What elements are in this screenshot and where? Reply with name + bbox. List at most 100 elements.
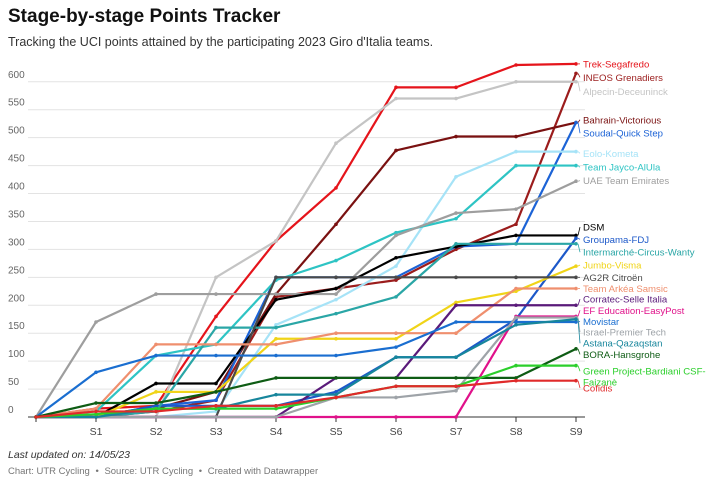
data-point (274, 353, 278, 358)
data-point (214, 275, 218, 280)
data-point (514, 79, 518, 84)
data-point (574, 378, 578, 383)
data-point (574, 275, 578, 280)
series-label: Groupama-FDJ (583, 235, 649, 246)
data-point (274, 239, 278, 243)
x-tick-label: S1 (90, 426, 103, 438)
footer-chart-credit: Chart: UTR Cycling (8, 466, 90, 477)
chart-subtitle: Tracking the UCI points attained by the … (8, 35, 434, 49)
series-line (34, 164, 578, 419)
data-point (514, 323, 518, 327)
data-point (394, 264, 398, 268)
label-connector (577, 264, 581, 267)
series-line (34, 320, 578, 419)
data-point (214, 406, 218, 411)
data-point (334, 331, 338, 335)
data-point (154, 292, 158, 296)
series-label: Team Arkéa Samsic (583, 284, 668, 295)
data-point (274, 376, 278, 380)
data-point (574, 149, 578, 154)
data-point (274, 406, 278, 411)
x-tick-label: S4 (270, 426, 283, 438)
data-point (574, 71, 578, 76)
data-point (394, 336, 398, 341)
data-point (574, 303, 578, 308)
chart-title: Stage-by-stage Points Tracker (8, 6, 281, 27)
data-point (394, 278, 398, 282)
series-groupama-fdj (34, 236, 578, 419)
data-point (514, 233, 518, 238)
label-connector (577, 151, 581, 154)
series-label: AG2R Citroën (583, 273, 643, 284)
data-point (454, 275, 458, 280)
data-point (514, 163, 518, 168)
data-point (574, 120, 578, 125)
data-point (94, 320, 98, 324)
label-connector (577, 165, 581, 168)
data-point (334, 395, 338, 400)
data-point (334, 297, 338, 302)
data-point (514, 241, 518, 246)
series-label: Bahrain-Victorious (583, 115, 661, 126)
label-connector (577, 226, 581, 236)
series-team-jayco-alula (34, 163, 578, 419)
label-connector (577, 81, 581, 92)
last-updated-note: Last updated on: 14/05/23 (8, 449, 131, 461)
data-point (214, 415, 218, 419)
series-team-arkea-samsic (34, 286, 578, 419)
data-point (214, 381, 218, 386)
data-point (334, 186, 338, 190)
data-point (454, 211, 458, 215)
series-lines (34, 62, 578, 419)
label-connector (577, 237, 581, 240)
data-point (574, 363, 578, 368)
data-point (514, 207, 518, 211)
x-axis: S1 S2 S3 S4 S5 S6 S7 S8 S9 (35, 417, 583, 438)
data-point (394, 275, 398, 280)
data-point (454, 241, 458, 246)
data-point (274, 275, 278, 280)
data-point (334, 390, 338, 394)
series-trek-segafredo (34, 62, 578, 419)
data-point (94, 412, 98, 417)
series-label: Soudal-Quick Step (583, 129, 663, 140)
series-cofidis (34, 378, 578, 419)
series-label: Alpecin-Deceuninck (583, 87, 668, 98)
label-connector (577, 243, 581, 253)
y-tick-label: 500 (8, 126, 25, 137)
data-point (334, 258, 338, 263)
footer-source: Source: UTR Cycling (104, 466, 194, 477)
data-point (454, 303, 458, 308)
y-tick-label: 450 (8, 154, 25, 165)
series-label: UAE Team Emirates (583, 176, 669, 187)
data-point (94, 370, 98, 375)
data-point (454, 355, 458, 360)
label-connector (577, 119, 581, 123)
data-point (394, 230, 398, 235)
series-labels: Trek-Segafredo INEOS Grenadiers Alpecin-De… (577, 59, 706, 394)
footer-separator: • (95, 466, 99, 477)
data-point (454, 388, 458, 393)
series-label: EF Education-EasyPost (583, 306, 685, 317)
series-label: BORA-Hansgrohe (583, 350, 660, 361)
data-point (394, 415, 398, 419)
series-label: Cofidis (583, 383, 613, 394)
data-point (274, 323, 278, 327)
series-label: INEOS Grenadiers (583, 73, 663, 84)
series-line (34, 347, 578, 419)
x-tick-label: S3 (210, 426, 223, 438)
series-label: Israel-Premier Tech (583, 328, 666, 339)
label-connector (577, 380, 581, 389)
series-line (34, 234, 578, 419)
y-tick-label: 350 (8, 209, 25, 220)
data-point (514, 315, 518, 320)
data-point (214, 342, 218, 347)
data-point (394, 384, 398, 389)
data-point (394, 331, 398, 335)
data-point (334, 392, 338, 397)
data-point (334, 292, 338, 296)
data-point (454, 216, 458, 221)
data-point (334, 286, 338, 291)
data-point (154, 342, 158, 347)
data-point (274, 415, 278, 419)
